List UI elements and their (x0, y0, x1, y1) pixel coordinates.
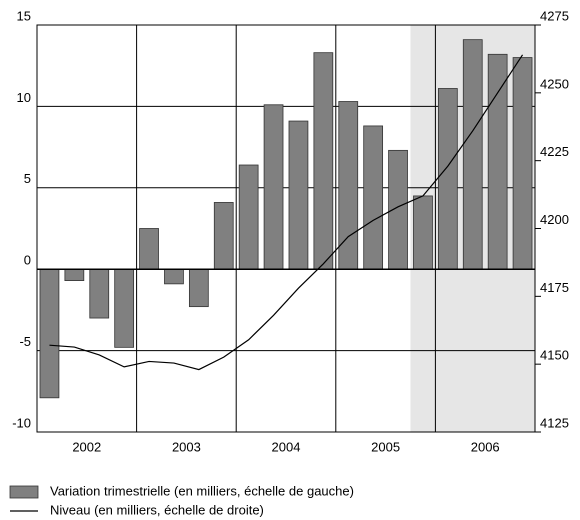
bar (64, 268, 85, 281)
y2-tick-label: 4250 (540, 76, 569, 91)
bar (139, 228, 159, 270)
y-tick-label: 5 (24, 171, 31, 186)
x-tick-label: 2005 (371, 439, 400, 454)
bar (263, 104, 284, 270)
bar (512, 57, 533, 270)
legend-label: Niveau (en milliers, échelle de droite) (50, 502, 264, 517)
bar (188, 268, 209, 308)
y2-tick-label: 4150 (540, 348, 569, 363)
bar (363, 125, 384, 270)
bar (238, 164, 259, 270)
bar (437, 88, 458, 270)
y2-tick-label: 4225 (540, 144, 569, 159)
x-tick-label: 2003 (172, 439, 201, 454)
y2-tick-label: 4125 (540, 415, 569, 430)
bar (39, 268, 60, 399)
y2-tick-label: 4175 (540, 280, 569, 295)
x-tick-label: 2006 (471, 439, 500, 454)
y-tick-label: 15 (17, 8, 31, 23)
bar (89, 268, 110, 319)
legend-swatch (9, 485, 39, 499)
bar (213, 202, 234, 270)
y-tick-label: 10 (17, 90, 31, 105)
bar (487, 53, 508, 270)
y-tick-label: -10 (12, 415, 31, 430)
bar (313, 52, 334, 270)
y2-tick-label: 4275 (540, 8, 569, 23)
bar (288, 120, 309, 270)
bar (114, 268, 135, 348)
x-tick-label: 2004 (272, 439, 301, 454)
level-line (49, 54, 524, 371)
plot-frame (36, 24, 536, 433)
bar (413, 195, 433, 270)
bar (462, 39, 483, 270)
bar (164, 268, 184, 285)
x-tick-label: 2002 (72, 439, 101, 454)
y2-tick-label: 4200 (540, 212, 569, 227)
y-tick-label: -5 (19, 334, 31, 349)
y-tick-label: 0 (24, 253, 31, 268)
legend-label: Variation trimestrielle (en milliers, éc… (50, 483, 354, 498)
